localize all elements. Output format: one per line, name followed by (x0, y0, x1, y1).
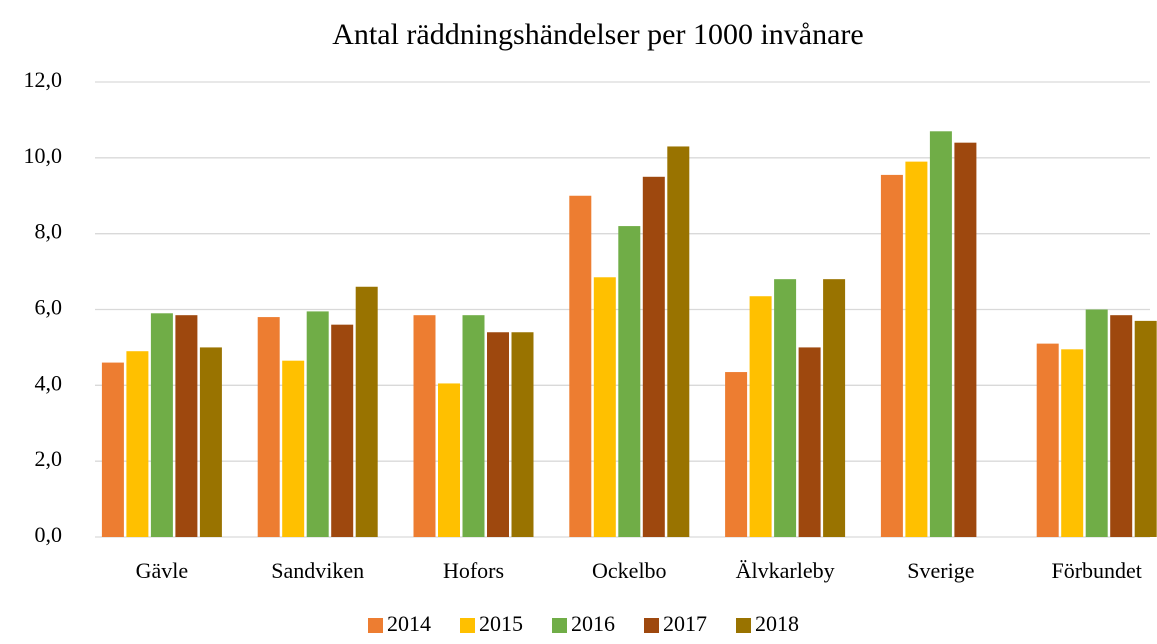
bar (413, 315, 436, 537)
bar (642, 176, 665, 537)
bar (774, 279, 797, 537)
x-tick-label: Förbundet (1051, 558, 1141, 583)
bar (1085, 309, 1108, 537)
legend-swatch (736, 618, 751, 633)
x-tick-label: Sandviken (271, 558, 364, 583)
bar (282, 360, 305, 537)
bar (150, 313, 173, 537)
y-tick-label: 2,0 (35, 446, 63, 471)
bar (1061, 349, 1084, 537)
bar (667, 146, 690, 538)
bar (175, 315, 198, 537)
legend-label: 2014 (387, 611, 431, 636)
y-tick-label: 12,0 (24, 67, 63, 92)
y-tick-label: 6,0 (35, 295, 63, 320)
bar (487, 332, 509, 537)
bar (257, 317, 280, 537)
legend-label: 2018 (755, 611, 799, 636)
bar (1110, 315, 1133, 537)
legend-swatch (552, 618, 567, 633)
bar (593, 277, 616, 537)
x-tick-label: Sverige (907, 558, 974, 583)
y-tick-label: 8,0 (35, 219, 63, 244)
legend-label: 2016 (571, 611, 615, 636)
legend-swatch (368, 618, 383, 633)
bar (725, 372, 748, 537)
bar (1036, 343, 1059, 537)
bar (355, 286, 378, 537)
bar (462, 315, 485, 537)
bar (306, 311, 329, 537)
bar (438, 383, 460, 537)
y-tick-label: 0,0 (35, 522, 63, 547)
x-tick-label: Älvkarleby (736, 558, 835, 583)
bar (749, 296, 772, 537)
y-tick-label: 10,0 (24, 143, 63, 168)
bar (126, 351, 149, 537)
bar (618, 226, 641, 538)
x-tick-label: Hofors (443, 558, 504, 583)
bar (569, 195, 592, 537)
bar (331, 324, 354, 537)
y-tick-label: 4,0 (35, 370, 63, 395)
legend-swatch (644, 618, 659, 633)
bar (929, 131, 952, 537)
x-tick-label: Gävle (136, 558, 189, 583)
bar (199, 347, 222, 537)
bar (1134, 320, 1157, 537)
bar (798, 347, 821, 537)
bar (511, 332, 534, 537)
legend-label: 2017 (663, 611, 707, 636)
legend-swatch (460, 618, 475, 633)
bar (823, 279, 846, 537)
bar (880, 174, 903, 538)
chart-title: Antal räddningshändelser per 1000 invåna… (332, 18, 864, 51)
x-tick-label: Ockelbo (592, 558, 667, 583)
bar (954, 142, 977, 537)
legend-label: 2015 (479, 611, 523, 636)
bar (101, 362, 124, 537)
bar (905, 161, 928, 537)
